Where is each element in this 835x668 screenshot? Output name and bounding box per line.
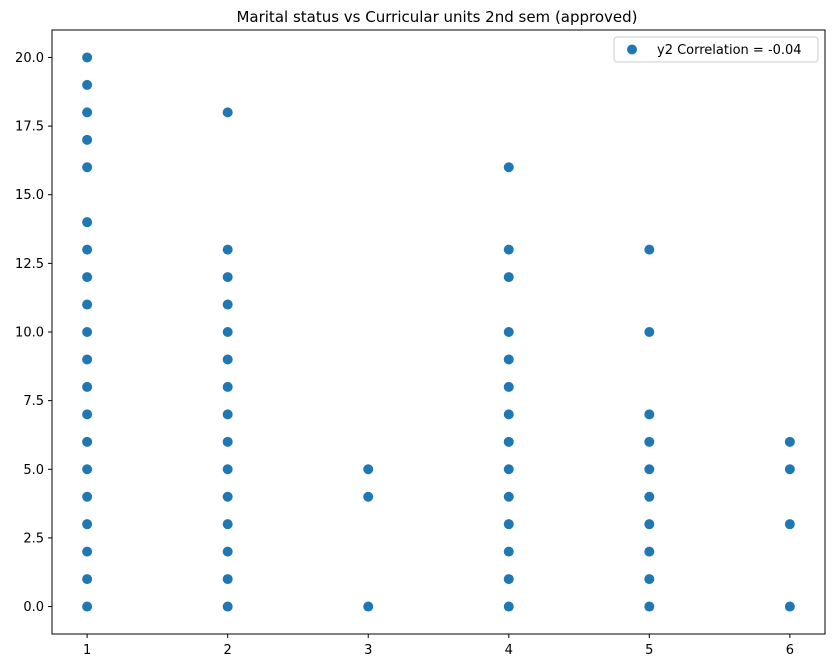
data-point [644, 574, 655, 585]
x-tick-label: 4 [505, 643, 513, 658]
data-point [503, 409, 514, 420]
x-tick-label: 1 [83, 643, 91, 658]
x-tick-label: 5 [645, 643, 653, 658]
x-tick-label: 6 [786, 643, 794, 658]
data-point [644, 519, 655, 530]
data-point [503, 327, 514, 337]
data-point [82, 134, 93, 145]
data-point [503, 519, 514, 530]
x-axis-ticks: 1 2 3 4 5 6 [83, 634, 794, 658]
data-point [644, 464, 655, 475]
data-point [503, 546, 514, 557]
data-point [222, 299, 233, 310]
chart-title: Marital status vs Curricular units 2nd s… [236, 8, 637, 26]
legend-label: y2 Correlation = -0.04 [657, 43, 802, 58]
data-point [784, 601, 795, 612]
data-point [82, 409, 93, 420]
data-point [363, 601, 374, 612]
data-point [82, 601, 93, 612]
data-point [644, 244, 655, 255]
legend-box [613, 36, 819, 63]
y-tick-label: 0.0 [23, 600, 44, 615]
data-point [644, 409, 655, 420]
data-point [222, 464, 233, 475]
data-point [222, 574, 233, 585]
y-tick-label: 12.5 [15, 257, 44, 272]
y-tick-label: 20.0 [15, 51, 44, 66]
data-point [503, 464, 514, 475]
data-point [82, 491, 93, 502]
data-point [784, 436, 795, 447]
plot-frame [51, 29, 826, 635]
data-point [503, 574, 514, 585]
data-point [82, 354, 93, 365]
data-point [503, 601, 514, 612]
data-point [222, 327, 233, 337]
data-point [82, 464, 93, 475]
data-point [503, 354, 514, 365]
data-point [82, 436, 93, 447]
x-tick-label: 3 [364, 643, 372, 658]
data-point [82, 244, 93, 255]
data-point [82, 52, 93, 63]
x-tick-label: 2 [224, 643, 232, 658]
data-point [503, 381, 514, 392]
data-point [784, 464, 795, 475]
data-point [222, 491, 233, 502]
data-point [503, 272, 514, 283]
data-point [222, 244, 233, 255]
data-point [222, 354, 233, 365]
data-point [503, 244, 514, 255]
data-point [82, 299, 93, 310]
data-point [82, 79, 93, 90]
data-points [82, 52, 795, 612]
data-point [222, 546, 233, 557]
data-point [222, 381, 233, 392]
legend-marker [627, 44, 637, 55]
data-point [82, 327, 93, 337]
y-tick-label: 2.5 [23, 531, 44, 546]
data-point [82, 381, 93, 392]
data-point [82, 272, 93, 283]
data-point [363, 491, 374, 502]
y-tick-label: 17.5 [15, 120, 44, 135]
y-axis-ticks: 0.0 2.5 5.0 7.5 10.0 12.5 15.0 17.5 20.0 [15, 51, 52, 615]
data-point [644, 327, 655, 337]
data-point [644, 601, 655, 612]
data-point [503, 436, 514, 447]
data-point [222, 436, 233, 447]
data-point [82, 107, 93, 118]
data-point [222, 409, 233, 420]
data-point [82, 546, 93, 557]
data-point [222, 107, 233, 118]
data-point [82, 162, 93, 173]
data-point [644, 436, 655, 447]
data-point [784, 519, 795, 530]
data-point [363, 464, 374, 475]
data-point [503, 491, 514, 502]
legend: y2 Correlation = -0.04 [613, 36, 819, 63]
data-point [644, 546, 655, 557]
y-tick-label: 5.0 [23, 463, 44, 478]
data-point [82, 519, 93, 530]
data-point [222, 601, 233, 612]
y-tick-label: 15.0 [15, 188, 44, 203]
data-point [222, 519, 233, 530]
y-tick-label: 7.5 [23, 394, 44, 409]
data-point [503, 162, 514, 173]
data-point [82, 217, 93, 228]
data-point [644, 491, 655, 502]
data-point [222, 272, 233, 283]
y-tick-label: 10.0 [15, 326, 44, 341]
data-point [82, 574, 93, 585]
